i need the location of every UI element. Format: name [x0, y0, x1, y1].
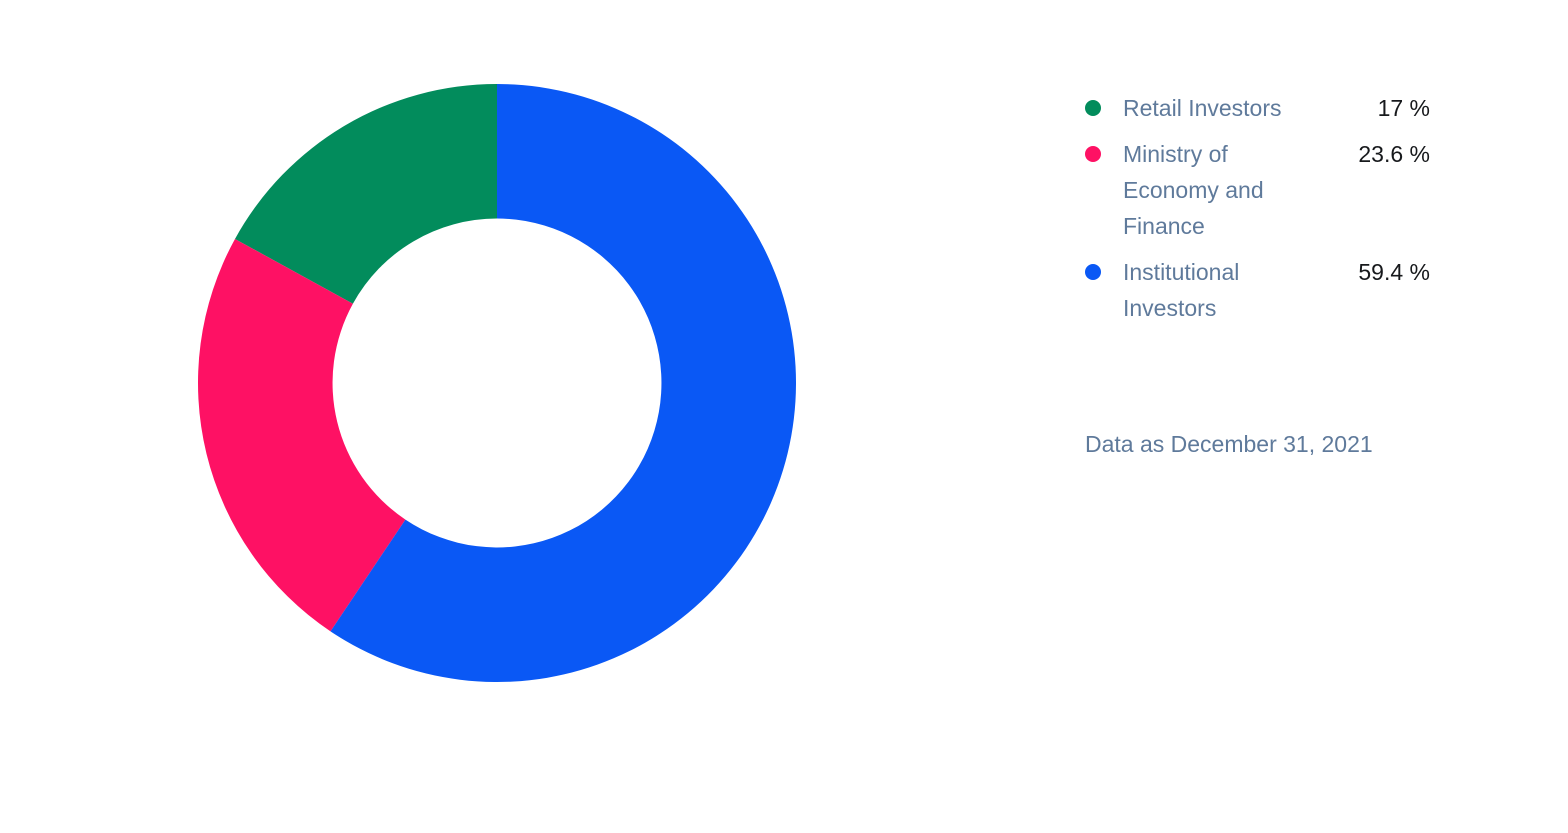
legend-item-ministry-of-economy-and-finance[interactable]: Ministry of Economy and Finance 23.6 %	[1085, 136, 1430, 244]
legend-value: 23.6 %	[1358, 141, 1430, 167]
legend-item-institutional-investors[interactable]: Institutional Investors 59.4 %	[1085, 254, 1430, 326]
donut-slice-0[interactable]	[234, 84, 497, 304]
legend-value: 59.4 %	[1358, 259, 1430, 285]
legend-label: Ministry of Economy and Finance	[1123, 141, 1264, 239]
legend-swatch-icon	[1085, 146, 1101, 162]
legend-value: 17 %	[1377, 95, 1430, 121]
legend-label: Retail Investors	[1123, 95, 1282, 121]
data-as-of-note: Data as December 31, 2021	[1085, 431, 1373, 457]
donut-chart	[197, 83, 797, 683]
donut-slice-1[interactable]	[198, 238, 406, 632]
legend-swatch-icon	[1085, 100, 1101, 116]
legend-item-retail-investors[interactable]: Retail Investors 17 %	[1085, 90, 1430, 126]
legend-swatch-icon	[1085, 264, 1101, 280]
chart-legend: Retail Investors 17 % Ministry of Econom…	[1085, 90, 1430, 326]
legend-label: Institutional Investors	[1123, 259, 1240, 321]
donut-slice-2[interactable]	[330, 84, 797, 682]
